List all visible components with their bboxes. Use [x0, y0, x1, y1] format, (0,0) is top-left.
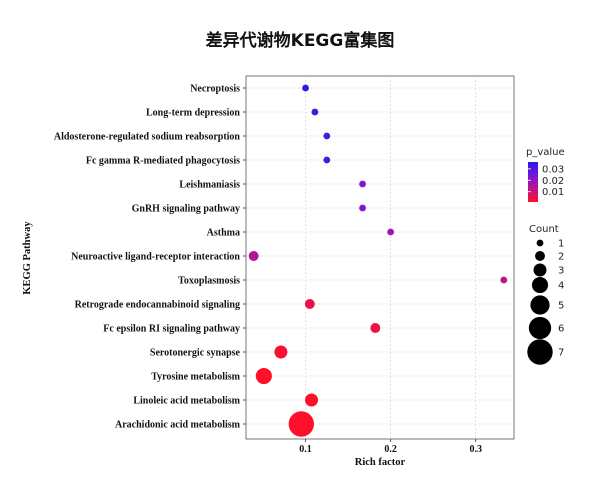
data-point — [323, 156, 331, 164]
y-tick-label: Fc gamma R-mediated phagocytosis — [86, 156, 240, 167]
count-legend-title: Count — [529, 224, 559, 235]
count-legend-label: 4 — [558, 281, 564, 292]
count-legend-label: 5 — [558, 301, 564, 312]
count-legend-key — [528, 316, 552, 340]
p-value-tick-label: 0.01 — [542, 187, 564, 198]
x-tick-label: 0.1 — [299, 444, 312, 455]
count-legend-key — [531, 276, 549, 294]
data-point — [500, 276, 508, 284]
y-tick-label: Long-term depression — [146, 108, 240, 119]
count-legend-label: 6 — [558, 324, 564, 335]
count-legend-label: 3 — [558, 266, 564, 277]
y-tick-label: Asthma — [207, 228, 240, 239]
y-tick-label: Tyrosine metabolism — [151, 372, 240, 383]
y-tick-label: Arachidonic acid metabolism — [115, 420, 241, 431]
count-legend-key — [527, 339, 553, 365]
data-point — [311, 108, 319, 116]
y-tick-label: Toxoplasmosis — [178, 276, 240, 287]
y-tick-label: Neuroactive ligand-receptor interaction — [71, 252, 240, 263]
y-tick-label: Serotonergic synapse — [150, 348, 241, 359]
data-point — [304, 299, 315, 309]
data-point — [370, 323, 381, 333]
count-legend-label: 1 — [558, 239, 564, 250]
count-legend-label: 2 — [558, 252, 564, 263]
data-point — [359, 180, 366, 188]
x-axis-title: Rich factor — [355, 457, 406, 468]
x-axis: 0.1 0.2 0.3 — [299, 439, 482, 455]
count-legend-key — [530, 295, 550, 315]
p-value-colorbar — [528, 162, 538, 202]
y-tick-label: Fc epsilon RI signaling pathway — [103, 324, 240, 335]
y-tick-label: Aldosterone-regulated sodium reabsorptio… — [54, 132, 241, 143]
p-value-tick-label: 0.03 — [542, 164, 564, 175]
grid-lines — [246, 76, 514, 439]
data-point — [248, 251, 259, 261]
p-value-tick-label: 0.02 — [542, 176, 564, 187]
chart-title: 差异代谢物KEGG富集图 — [206, 30, 395, 51]
data-point — [255, 367, 272, 385]
count-legend: Count 1 2 3 4 5 6 7 — [527, 224, 564, 365]
y-axis-title: KEGG Pathway — [22, 221, 33, 295]
data-point — [302, 84, 309, 92]
y-tick-label: Leishmaniasis — [179, 180, 240, 191]
count-legend-label: 7 — [558, 348, 564, 359]
y-tick-label: Retrograde endocannabinoid signaling — [75, 300, 240, 311]
y-tick-label: Linoleic acid metabolism — [133, 396, 240, 407]
data-point — [323, 132, 331, 140]
y-tick-label: GnRH signaling pathway — [132, 204, 240, 215]
x-tick-label: 0.3 — [469, 444, 482, 455]
data-point — [387, 228, 395, 236]
p-value-legend: p_value 0.030.020.01 — [526, 147, 565, 202]
count-legend-key — [536, 239, 544, 247]
data-point — [359, 204, 366, 212]
p-value-legend-title: p_value — [526, 147, 565, 158]
y-axis: Necroptosis Long-term depression Aldostero… — [54, 84, 246, 431]
data-point — [274, 345, 288, 359]
data-points — [248, 84, 508, 437]
count-legend-key — [533, 263, 547, 277]
count-legend-key — [535, 251, 545, 261]
data-point — [305, 393, 319, 407]
x-tick-label: 0.2 — [384, 444, 397, 455]
data-point — [288, 411, 315, 437]
plot-panel — [245, 75, 515, 440]
y-tick-label: Necroptosis — [190, 84, 240, 95]
